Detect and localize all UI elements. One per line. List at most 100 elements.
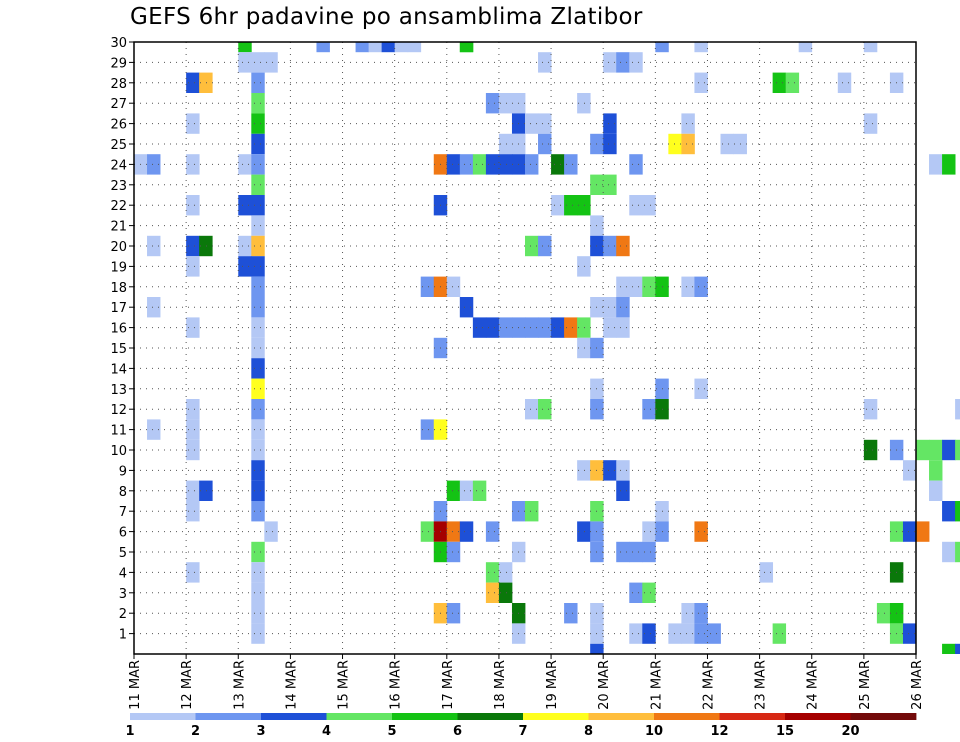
heatmap-cell [694,603,708,624]
heatmap-cell [942,541,956,563]
heatmap-cell [147,154,161,175]
heatmap-cell [238,52,252,73]
heatmap-cell [186,562,200,583]
heatmap-cell [459,480,474,501]
heatmap-cell [603,174,617,195]
heatmap-cell [251,439,265,461]
x-tick-label: 24 MAR [806,660,821,710]
y-tick-label: 1 [119,628,127,643]
x-tick-label: 23 MAR [754,660,769,710]
heatmap-cell [942,501,956,522]
colorbar-swatch [130,713,196,720]
heatmap-cell [251,52,265,73]
heatmap-cell [251,460,265,481]
heatmap-cell [564,317,578,338]
heatmap-cell [655,42,669,53]
heatmap-cell [603,317,617,338]
heatmap-cell [616,52,630,73]
heatmap-cell [707,623,721,644]
heatmap-cell [251,419,265,440]
heatmap-cell [772,623,787,644]
heatmap-cell [694,72,708,93]
heatmap-cell [251,358,265,379]
heatmap-cell [186,480,200,501]
y-tick-label: 13 [110,383,127,398]
y-tick-label: 2 [119,607,127,622]
heatmap-cell [916,439,930,461]
y-tick-label: 28 [110,77,127,92]
x-tick-label: 26 MAR [910,660,925,710]
colorbar-swatch [523,713,589,720]
heatmap-cell [199,72,213,93]
heatmap-cell [472,317,487,338]
heatmap-cell [251,154,265,175]
heatmap-cell [863,113,878,134]
y-tick-label: 5 [119,546,127,561]
heatmap-cell [616,317,630,338]
heatmap-cell [629,154,643,175]
heatmap-cell [955,399,960,420]
heatmap-cell [199,235,213,257]
heatmap-cell [863,439,878,461]
colorbar-label: 5 [387,724,396,739]
heatmap-cell [590,643,604,654]
heatmap-cell [863,399,878,420]
heatmap-cell [681,623,695,644]
colorbar-label: 1 [125,724,134,739]
heatmap-cell [942,439,956,461]
colorbar-swatch [654,713,720,720]
x-tick-label: 17 MAR [441,660,456,710]
heatmap-cell [668,623,682,644]
y-tick-label: 11 [110,424,127,439]
colorbar-swatch [719,713,786,720]
heatmap-cell [538,113,552,134]
heatmap-cell [681,276,695,297]
heatmap-cell [577,256,591,277]
colorbar-label: 3 [256,724,265,739]
heatmap-cell [251,501,265,522]
heatmap-cell [446,541,461,563]
colorbar-swatch [785,713,851,720]
heatmap-cell [498,133,513,155]
heatmap-cell [603,460,617,481]
x-tick-label: 11 MAR [128,660,143,710]
heatmap-cell [629,52,643,73]
heatmap-cell [459,154,474,175]
heatmap-cell [876,603,891,624]
x-tick-label: 13 MAR [232,660,247,710]
heatmap-cell [577,317,591,338]
y-tick-label: 3 [119,587,127,602]
heatmap-cell [186,256,200,277]
y-tick-label: 24 [110,158,127,173]
heatmap-cell [942,154,956,175]
heatmap-cell [955,439,960,461]
x-tick-label: 15 MAR [337,660,352,710]
heatmap-cell [199,480,213,501]
heatmap-cell [238,195,252,216]
heatmap-cell [186,419,200,440]
y-tick-label: 8 [119,485,127,500]
heatmap-cell [316,42,330,53]
heatmap-cell [251,378,265,399]
y-tick-label: 25 [110,138,127,153]
heatmap-cell [642,541,656,563]
heatmap-cell [577,195,591,216]
heatmap-cell [251,256,265,277]
heatmap-cell [485,521,500,542]
colorbar-label: 12 [710,724,728,739]
y-axis: 1234567891011121314151617181920212223242… [110,36,134,643]
heatmap-cell [694,623,708,644]
heatmap-cell [902,623,917,644]
heatmap-cell [407,42,422,53]
heatmap-cell [186,113,200,134]
heatmap-cell [564,195,578,216]
heatmap-cell [525,501,539,522]
heatmap-cell [759,562,774,583]
heatmap-cell [251,399,265,420]
colorbar: 1 2 3 4 5 6 7 8 10 12 15 20 [125,713,917,739]
heatmap-cell [929,439,943,461]
y-tick-label: 9 [119,464,127,479]
heatmap-cell [694,378,708,399]
heatmap-cell [525,154,539,175]
heatmap-cell [147,297,161,318]
